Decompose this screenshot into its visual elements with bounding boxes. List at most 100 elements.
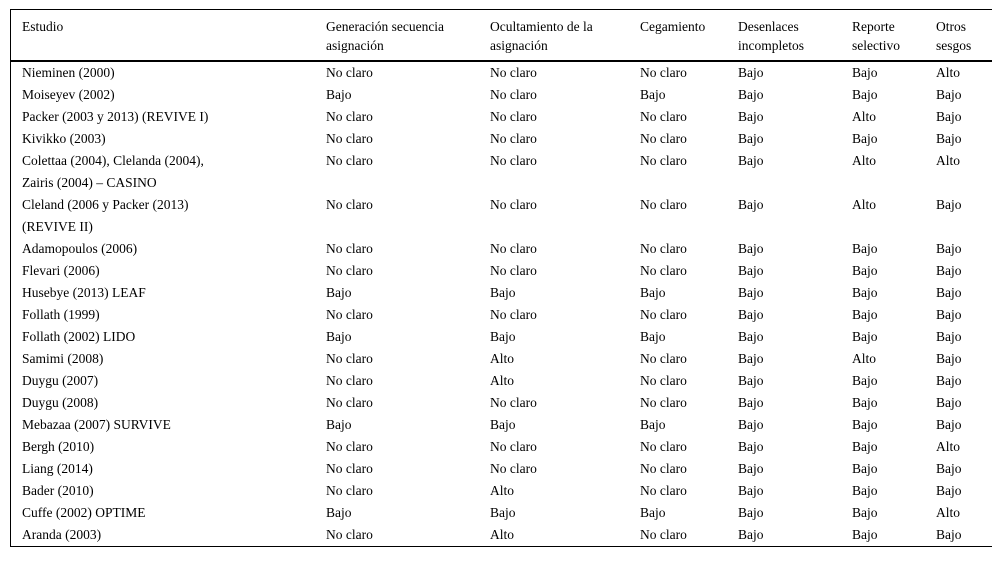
- table-row: Bader (2010) No claro Alto No claro Bajo Bajo…: [11, 480, 992, 502]
- column-header-ocultamiento-asignacion: Ocultamiento de la asignación: [490, 9, 640, 62]
- table-header: Estudio Generación secuencia asignación Oc…: [10, 9, 992, 62]
- bias-cell-reporte-selectivo: Bajo: [852, 307, 878, 322]
- bias-cell-generacion-secuencia-asignacion: No claro: [326, 483, 373, 498]
- table-row: Duygu (2007) No claro Alto No claro Bajo Bajo…: [11, 370, 992, 392]
- column-header-desenlaces-incompletos: Desenlaces incompletos: [738, 9, 852, 62]
- bias-cell-reporte-selectivo: Bajo: [852, 483, 878, 498]
- bias-cell-generacion-secuencia-asignacion: Bajo: [326, 87, 352, 102]
- bias-cell-desenlaces-incompletos: Bajo: [738, 153, 764, 168]
- bias-cell-reporte-selectivo: Bajo: [852, 527, 878, 542]
- bias-cell-otros-sesgos: Bajo: [936, 87, 962, 102]
- study-name: Kivikko (2003): [22, 131, 106, 146]
- study-name: Aranda (2003): [22, 527, 102, 542]
- table-row: Nieminen (2000) No claro No claro No claro B…: [11, 61, 992, 84]
- bias-cell-generacion-secuencia-asignacion: Bajo: [326, 285, 352, 300]
- bias-cell-generacion-secuencia-asignacion: Bajo: [326, 505, 352, 520]
- bias-cell-ocultamiento-asignacion: Alto: [490, 373, 515, 388]
- table-row: Follath (1999) No claro No claro No claro Ba…: [11, 304, 992, 326]
- bias-cell-cegamiento: Bajo: [640, 329, 666, 344]
- bias-cell-generacion-secuencia-asignacion: No claro: [326, 109, 373, 124]
- bias-cell-desenlaces-incompletos: Bajo: [738, 131, 764, 146]
- study-name: Bader (2010): [22, 483, 94, 498]
- bias-cell-cegamiento: No claro: [640, 395, 687, 410]
- table-row: Liang (2014) No claro No claro No claro Bajo…: [11, 458, 992, 480]
- bias-cell-reporte-selectivo: Alto: [852, 153, 877, 168]
- bias-cell-otros-sesgos: Bajo: [936, 461, 962, 476]
- bias-cell-reporte-selectivo: Bajo: [852, 329, 878, 344]
- table-row: Moiseyev (2002) Bajo No claro Bajo Bajo Bajo B…: [11, 84, 992, 106]
- bias-cell-otros-sesgos: Bajo: [936, 417, 962, 432]
- bias-cell-cegamiento: No claro: [640, 109, 687, 124]
- bias-cell-ocultamiento-asignacion: No claro: [490, 307, 537, 322]
- bias-cell-ocultamiento-asignacion: No claro: [490, 109, 537, 124]
- table-row: Aranda (2003) No claro Alto No claro Bajo Baj…: [11, 524, 992, 547]
- risk-of-bias-table-frame: Estudio Generación secuencia asignación Oc…: [10, 9, 992, 547]
- bias-cell-cegamiento: No claro: [640, 131, 687, 146]
- bias-cell-ocultamiento-asignacion: Bajo: [490, 417, 516, 432]
- bias-cell-ocultamiento-asignacion: Bajo: [490, 329, 516, 344]
- bias-cell-generacion-secuencia-asignacion: No claro: [326, 461, 373, 476]
- bias-cell-desenlaces-incompletos: Bajo: [738, 417, 764, 432]
- study-name: Cuffe (2002) OPTIME: [22, 505, 146, 520]
- bias-cell-generacion-secuencia-asignacion: No claro: [326, 65, 373, 80]
- table-row: Cleland (2006 y Packer (2013) (REVIVE II…: [11, 194, 992, 238]
- bias-cell-reporte-selectivo: Bajo: [852, 87, 878, 102]
- table-row: Kivikko (2003) No claro No claro No claro Ba…: [11, 128, 992, 150]
- header-row: Estudio Generación secuencia asignación Oc…: [10, 9, 992, 62]
- bias-cell-desenlaces-incompletos: Bajo: [738, 351, 764, 366]
- bias-cell-cegamiento: No claro: [640, 439, 687, 454]
- table-row: Flevari (2006) No claro No claro No claro Ba…: [11, 260, 992, 282]
- column-header-cegamiento: Cegamiento: [640, 9, 738, 62]
- bias-cell-otros-sesgos: Bajo: [936, 307, 962, 322]
- study-name: Follath (1999): [22, 307, 100, 322]
- bias-cell-otros-sesgos: Bajo: [936, 373, 962, 388]
- bias-cell-desenlaces-incompletos: Bajo: [738, 263, 764, 278]
- study-name: Colettaa (2004), Clelanda (2004), Zairis…: [22, 153, 204, 190]
- bias-cell-ocultamiento-asignacion: Bajo: [490, 285, 516, 300]
- bias-cell-desenlaces-incompletos: Bajo: [738, 373, 764, 388]
- bias-cell-reporte-selectivo: Bajo: [852, 505, 878, 520]
- column-header-estudio: Estudio: [10, 9, 326, 62]
- bias-cell-reporte-selectivo: Alto: [852, 109, 877, 124]
- bias-cell-reporte-selectivo: Bajo: [852, 285, 878, 300]
- bias-cell-reporte-selectivo: Bajo: [852, 241, 878, 256]
- bias-cell-reporte-selectivo: Alto: [852, 351, 877, 366]
- bias-cell-generacion-secuencia-asignacion: No claro: [326, 197, 373, 212]
- bias-cell-desenlaces-incompletos: Bajo: [738, 527, 764, 542]
- bias-cell-ocultamiento-asignacion: No claro: [490, 197, 537, 212]
- table-row: Bergh (2010) No claro No claro No claro Bajo…: [11, 436, 992, 458]
- bias-cell-reporte-selectivo: Bajo: [852, 461, 878, 476]
- bias-cell-desenlaces-incompletos: Bajo: [738, 461, 764, 476]
- table-row: Colettaa (2004), Clelanda (2004), Zairis…: [11, 150, 992, 194]
- bias-cell-cegamiento: No claro: [640, 351, 687, 366]
- bias-cell-desenlaces-incompletos: Bajo: [738, 197, 764, 212]
- bias-cell-desenlaces-incompletos: Bajo: [738, 439, 764, 454]
- bias-cell-cegamiento: No claro: [640, 197, 687, 212]
- table-row: Mebazaa (2007) SURVIVE Bajo Bajo Bajo Bajo Ba…: [11, 414, 992, 436]
- bias-cell-ocultamiento-asignacion: Bajo: [490, 505, 516, 520]
- bias-cell-reporte-selectivo: Bajo: [852, 65, 878, 80]
- study-name: Follath (2002) LIDO: [22, 329, 136, 344]
- study-name: Nieminen (2000): [22, 65, 115, 80]
- bias-cell-cegamiento: Bajo: [640, 505, 666, 520]
- bias-cell-otros-sesgos: Bajo: [936, 527, 962, 542]
- bias-cell-cegamiento: Bajo: [640, 417, 666, 432]
- bias-cell-generacion-secuencia-asignacion: No claro: [326, 153, 373, 168]
- study-name: Duygu (2008): [22, 395, 99, 410]
- bias-cell-generacion-secuencia-asignacion: No claro: [326, 395, 373, 410]
- bias-cell-desenlaces-incompletos: Bajo: [738, 241, 764, 256]
- bias-cell-ocultamiento-asignacion: No claro: [490, 395, 537, 410]
- risk-of-bias-table: Estudio Generación secuencia asignación Oc…: [10, 9, 992, 547]
- bias-cell-otros-sesgos: Bajo: [936, 329, 962, 344]
- bias-cell-reporte-selectivo: Bajo: [852, 131, 878, 146]
- bias-cell-generacion-secuencia-asignacion: Bajo: [326, 329, 352, 344]
- bias-cell-cegamiento: No claro: [640, 461, 687, 476]
- bias-cell-desenlaces-incompletos: Bajo: [738, 285, 764, 300]
- column-header-otros-sesgos: Otros sesgos: [936, 9, 992, 62]
- study-name: Moiseyev (2002): [22, 87, 115, 102]
- bias-cell-generacion-secuencia-asignacion: Bajo: [326, 417, 352, 432]
- bias-cell-otros-sesgos: Bajo: [936, 197, 962, 212]
- bias-cell-desenlaces-incompletos: Bajo: [738, 329, 764, 344]
- bias-cell-ocultamiento-asignacion: No claro: [490, 65, 537, 80]
